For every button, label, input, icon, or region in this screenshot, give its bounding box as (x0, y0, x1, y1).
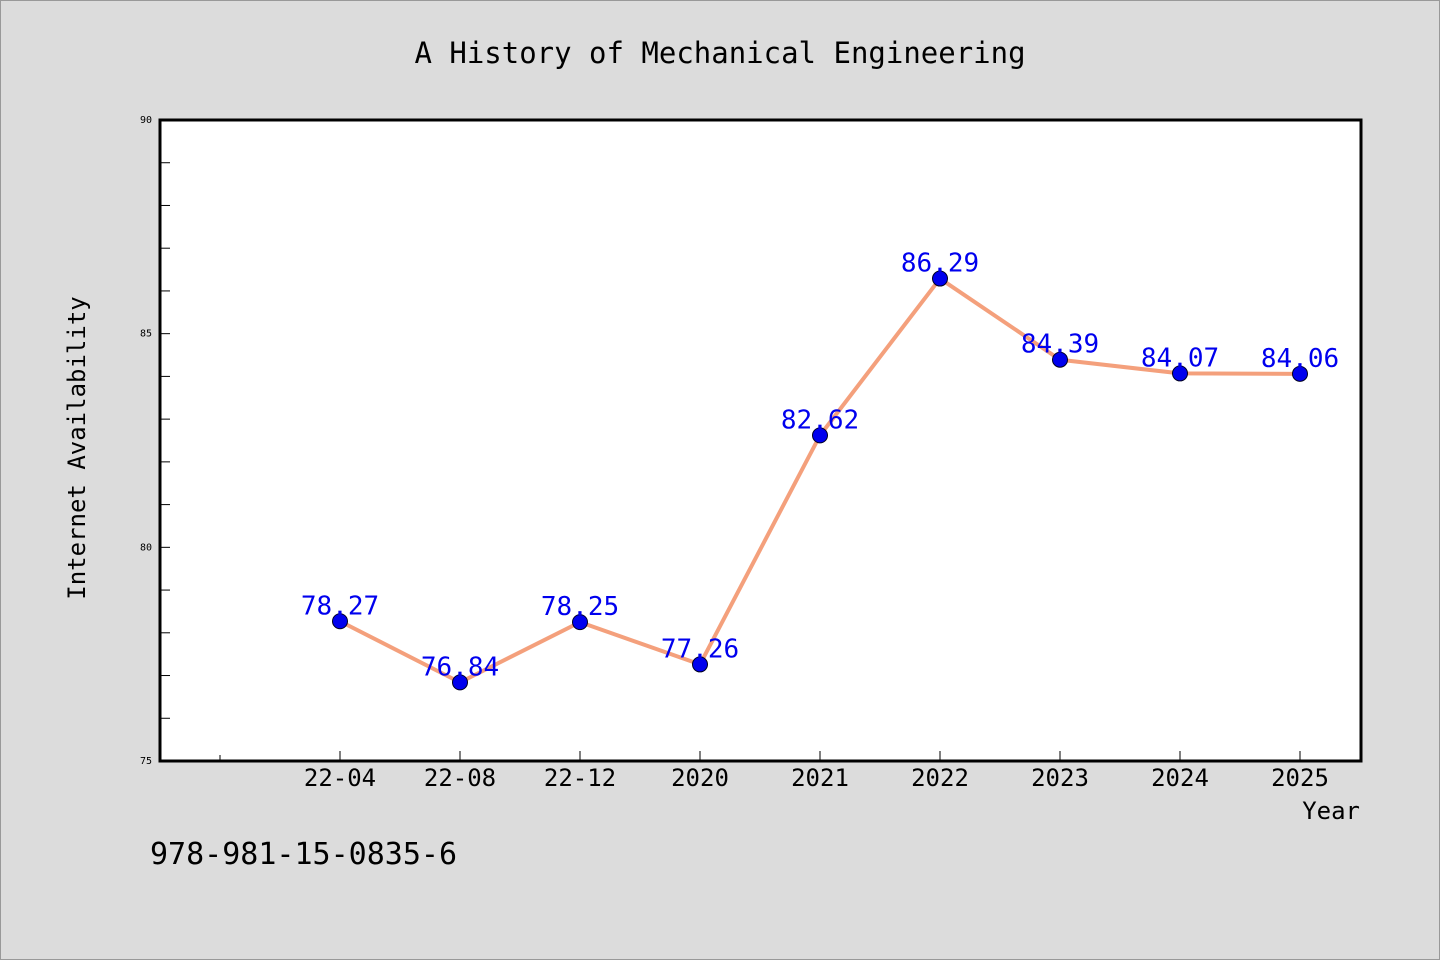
data-label: 84.07 (1141, 343, 1219, 373)
y-tick-label: 75 (140, 756, 152, 767)
data-point (692, 656, 708, 673)
x-tick-label: 2025 (1271, 764, 1329, 792)
data-label: 78.27 (301, 591, 379, 621)
data-label: 86.29 (901, 249, 979, 279)
data-point (932, 270, 948, 287)
x-tick-label: 2023 (1031, 764, 1089, 792)
data-point (1172, 365, 1188, 382)
y-axis-label: Internet Availability (63, 296, 91, 599)
x-tick-label: 2022 (911, 764, 969, 792)
data-label: 76.84 (421, 652, 499, 682)
data-point (332, 613, 348, 630)
data-point (1052, 351, 1068, 368)
data-point (1292, 365, 1308, 382)
data-point (812, 427, 828, 444)
x-tick-label: 2021 (791, 764, 849, 792)
series-group: 78.27 76.84 78.25 77.26 82.62 86.29 84.39 84.07… (301, 249, 1339, 691)
data-point (452, 674, 468, 691)
x-tick-label: 22-08 (424, 764, 496, 792)
plot-area (158, 118, 1363, 763)
x-tick-label: 2020 (671, 764, 729, 792)
x-tick-label: 2024 (1151, 764, 1209, 792)
y-tick-label: 90 (140, 115, 152, 126)
data-label: 84.06 (1261, 344, 1339, 374)
y-axis: 75 80 85 90 (140, 115, 170, 767)
x-axis: 22-04 22-08 22-12 2020 2021 2022 2023 2024 2025 (219, 751, 1329, 792)
data-point (572, 614, 588, 631)
chart-title: A History of Mechanical Engineering (414, 36, 1025, 70)
data-label: 84.39 (1021, 330, 1099, 360)
data-label: 82.62 (781, 405, 859, 435)
x-axis-label: Year (1302, 797, 1360, 825)
isbn-annotation: 978-981-15-0835-6 (150, 837, 457, 872)
data-label: 77.26 (661, 634, 739, 664)
data-label: 78.25 (541, 592, 619, 622)
y-tick-label: 85 (140, 329, 152, 340)
y-tick-label: 80 (140, 542, 152, 553)
x-tick-label: 22-12 (544, 764, 616, 792)
x-tick-label: 22-04 (304, 764, 376, 792)
